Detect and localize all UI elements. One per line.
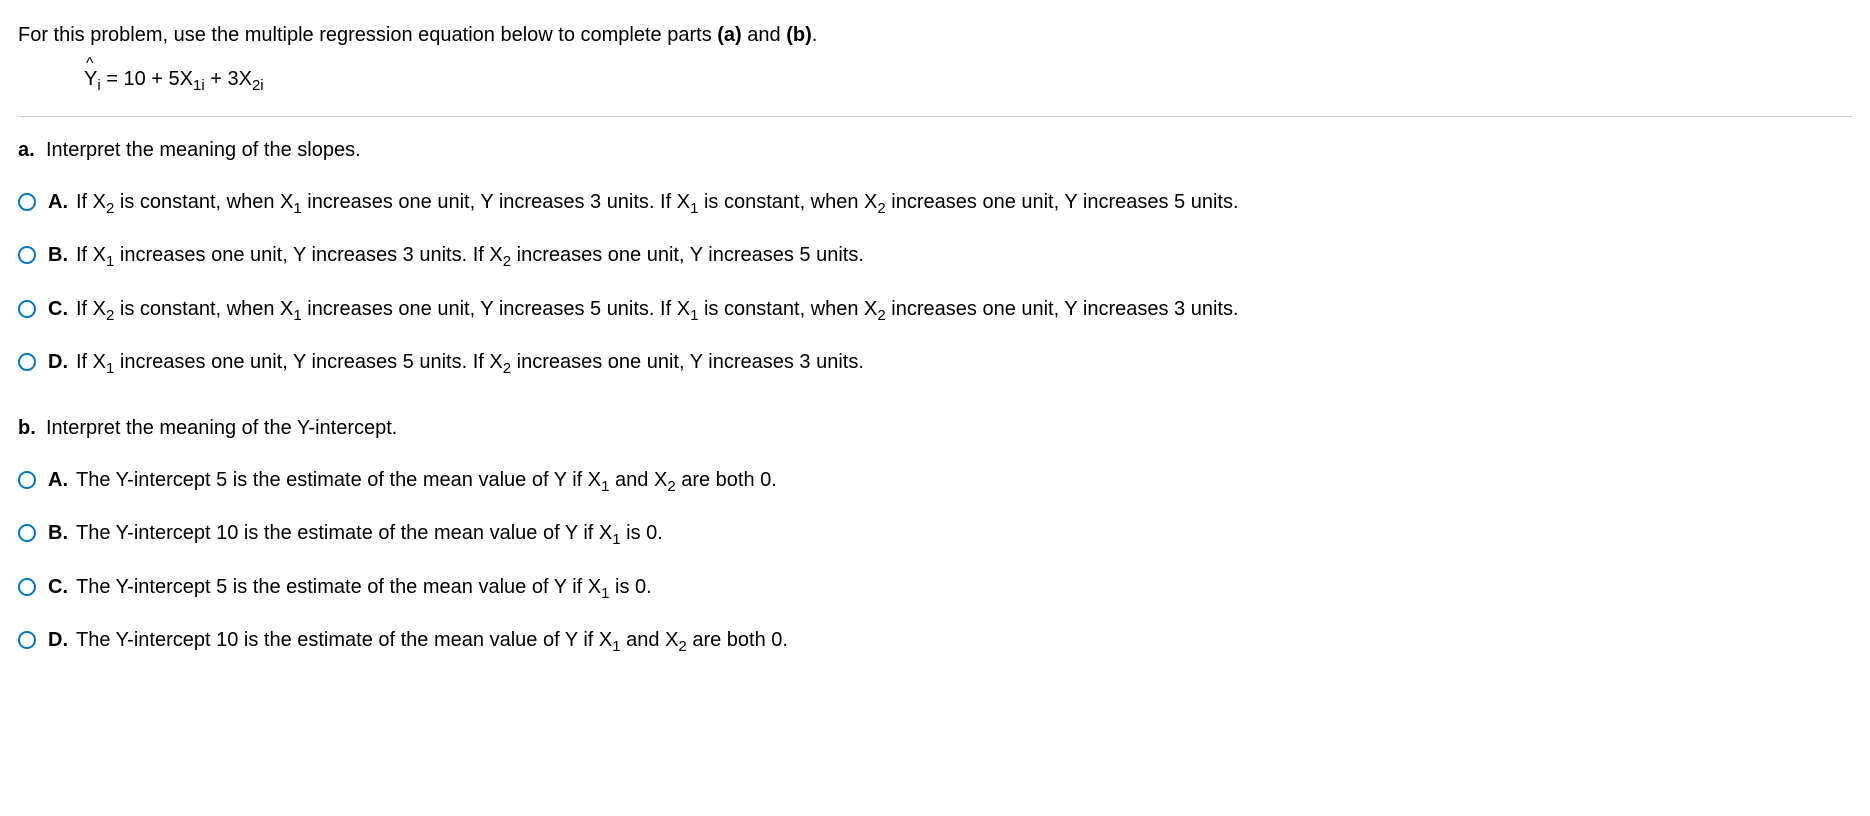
choice-text: If X1 increases one unit, Y increases 5 … bbox=[76, 347, 1852, 381]
choice-letter: D. bbox=[48, 347, 76, 377]
choice-letter: C. bbox=[48, 294, 76, 324]
part-b-choice-a: A. The Y-intercept 5 is the estimate of … bbox=[18, 465, 1852, 499]
choice-text: If X2 is constant, when X1 increases one… bbox=[76, 294, 1852, 328]
choice-text: The Y-intercept 10 is the estimate of th… bbox=[76, 518, 1852, 552]
choice-letter: A. bbox=[48, 187, 76, 217]
part-b-choice-b: B. The Y-intercept 10 is the estimate of… bbox=[18, 518, 1852, 552]
part-b-radio-c[interactable] bbox=[18, 578, 36, 596]
choice-letter: C. bbox=[48, 572, 76, 602]
part-a-choice-b: B. If X1 increases one unit, Y increases… bbox=[18, 240, 1852, 274]
choice-text: The Y-intercept 5 is the estimate of the… bbox=[76, 572, 1852, 606]
part-b-prompt: b. Interpret the meaning of the Y-interc… bbox=[18, 413, 1852, 443]
part-a-prompt: a. Interpret the meaning of the slopes. bbox=[18, 135, 1852, 165]
part-a-choice-d: D. If X1 increases one unit, Y increases… bbox=[18, 347, 1852, 381]
part-a-text: Interpret the meaning of the slopes. bbox=[46, 135, 361, 165]
part-b-radio-d[interactable] bbox=[18, 631, 36, 649]
choice-text: The Y-intercept 5 is the estimate of the… bbox=[76, 465, 1852, 499]
part-a-choice-a: A. If X2 is constant, when X1 increases … bbox=[18, 187, 1852, 221]
choice-letter: A. bbox=[48, 465, 76, 495]
part-b-letter: b. bbox=[18, 413, 46, 443]
regression-equation: ^Yi = 10 + 5X1i + 3X2i bbox=[18, 64, 1852, 98]
part-a-choice-c: C. If X2 is constant, when X1 increases … bbox=[18, 294, 1852, 328]
part-b-choice-d: D. The Y-intercept 10 is the estimate of… bbox=[18, 625, 1852, 659]
question-intro: For this problem, use the multiple regre… bbox=[18, 20, 1852, 50]
choice-text: The Y-intercept 10 is the estimate of th… bbox=[76, 625, 1852, 659]
part-a-radio-b[interactable] bbox=[18, 246, 36, 264]
part-b-choice-c: C. The Y-intercept 5 is the estimate of … bbox=[18, 572, 1852, 606]
choice-letter: D. bbox=[48, 625, 76, 655]
part-b-radio-a[interactable] bbox=[18, 471, 36, 489]
choice-letter: B. bbox=[48, 240, 76, 270]
part-a-radio-a[interactable] bbox=[18, 193, 36, 211]
choice-text: If X1 increases one unit, Y increases 3 … bbox=[76, 240, 1852, 274]
choice-letter: B. bbox=[48, 518, 76, 548]
divider bbox=[18, 116, 1852, 117]
choice-text: If X2 is constant, when X1 increases one… bbox=[76, 187, 1852, 221]
part-b-text: Interpret the meaning of the Y-intercept… bbox=[46, 413, 397, 443]
intro-text: For this problem, use the multiple regre… bbox=[18, 24, 817, 46]
part-a-radio-c[interactable] bbox=[18, 300, 36, 318]
part-b-radio-b[interactable] bbox=[18, 524, 36, 542]
part-a-radio-d[interactable] bbox=[18, 353, 36, 371]
part-a-letter: a. bbox=[18, 135, 46, 165]
